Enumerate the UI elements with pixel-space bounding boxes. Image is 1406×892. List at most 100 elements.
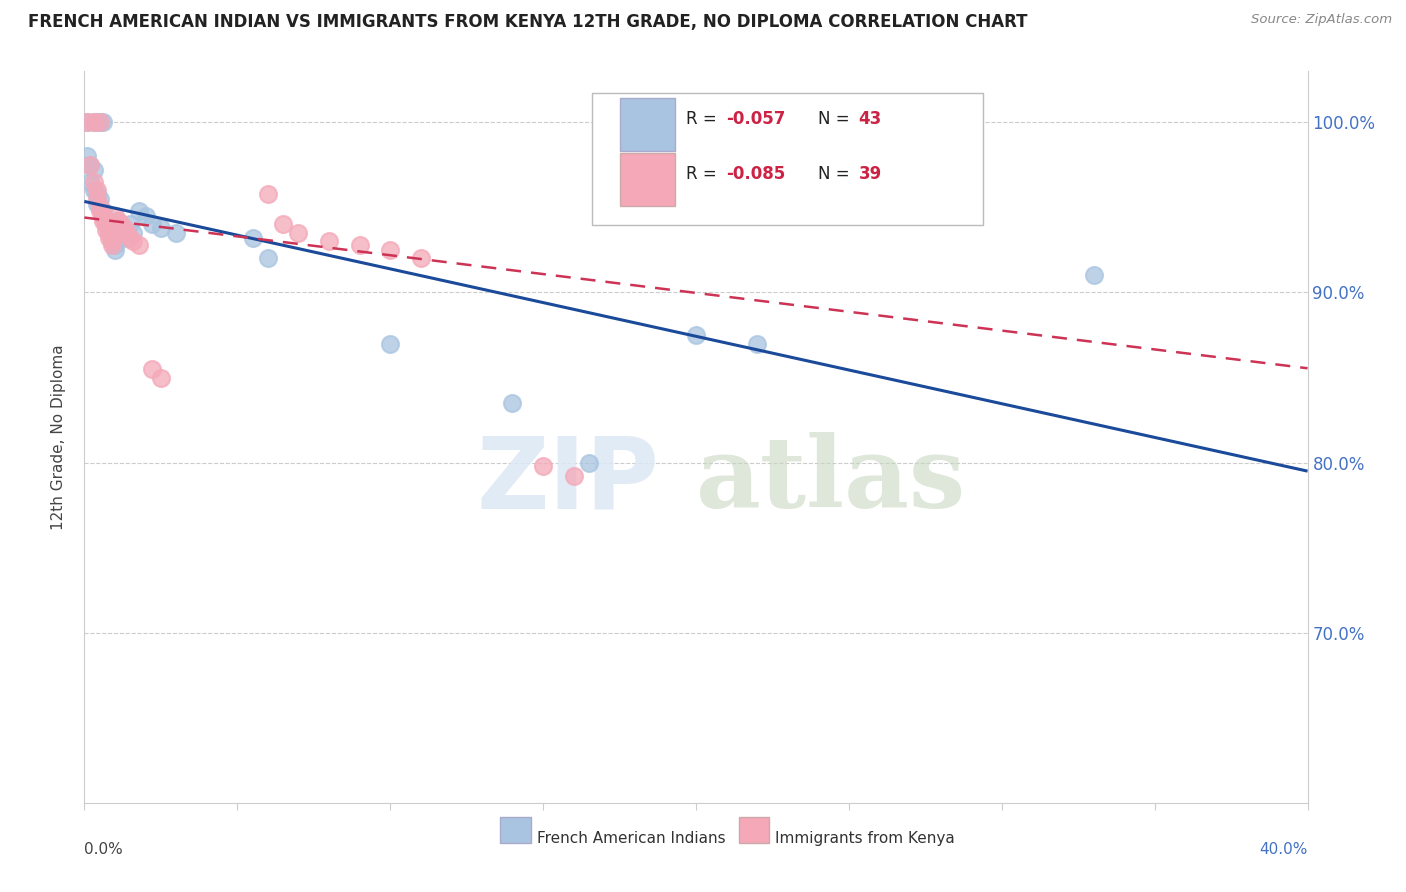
Point (115, 226, 138, 240)
Point (89, 201, 111, 215)
Point (141, 362, 163, 376)
Point (318, 235, 340, 249)
Text: -0.057: -0.057 (727, 110, 786, 128)
Point (79, 158, 101, 172)
Point (79, 175, 101, 189)
Point (578, 456, 600, 470)
Point (89, 203, 111, 218)
Point (94, 218, 117, 232)
Point (110, 220, 132, 235)
Text: FRENCH AMERICAN INDIAN VS IMMIGRANTS FROM KENYA 12TH GRADE, NO DIPLOMA CORRELATI: FRENCH AMERICAN INDIAN VS IMMIGRANTS FRO… (28, 13, 1028, 31)
Point (110, 218, 132, 232)
Point (149, 370, 172, 384)
Point (685, 328, 707, 343)
Point (747, 201, 769, 215)
Point (91, 115, 114, 129)
Point (79, 158, 101, 172)
Point (83, 175, 105, 189)
Point (89, 201, 111, 215)
Point (94, 222, 117, 236)
Y-axis label: 12th Grade, No Diploma: 12th Grade, No Diploma (51, 344, 66, 530)
Text: Immigrants from Kenya: Immigrants from Kenya (776, 830, 955, 846)
Point (107, 214, 129, 228)
Point (128, 203, 150, 218)
Text: R =: R = (686, 165, 723, 183)
Point (149, 220, 172, 235)
Bar (501, 817, 531, 843)
Point (135, 209, 157, 223)
Point (1083, 268, 1105, 283)
Point (104, 238, 127, 252)
Text: -0.085: -0.085 (727, 165, 786, 183)
Text: 0.0%: 0.0% (84, 842, 124, 856)
Point (101, 231, 124, 245)
Point (83, 115, 105, 129)
Point (76, 149, 98, 163)
Point (409, 252, 432, 266)
Point (89, 192, 111, 206)
Point (83, 163, 105, 178)
Point (257, 252, 280, 266)
Point (287, 226, 309, 240)
Point (86, 197, 108, 211)
Point (112, 220, 135, 235)
Text: French American Indians: French American Indians (537, 830, 725, 846)
Point (562, 469, 585, 483)
Point (107, 214, 129, 228)
Bar (620, 98, 675, 151)
Text: R =: R = (686, 110, 723, 128)
Point (89, 115, 111, 129)
Point (94, 218, 117, 232)
Point (502, 396, 524, 410)
Point (97, 220, 120, 235)
Point (76, 115, 98, 129)
Point (83, 115, 105, 129)
Point (97, 226, 120, 240)
Point (91, 203, 114, 218)
Point (86, 186, 108, 201)
Text: 43: 43 (859, 110, 882, 128)
Point (89, 115, 111, 129)
Point (141, 218, 163, 232)
Point (83, 183, 105, 197)
Bar (738, 817, 769, 843)
Point (685, 183, 707, 197)
Point (97, 231, 120, 245)
FancyBboxPatch shape (592, 94, 983, 225)
Point (104, 243, 127, 257)
Point (91, 214, 114, 228)
Point (101, 235, 124, 249)
Point (86, 115, 108, 129)
Point (115, 231, 138, 245)
Point (120, 231, 142, 245)
Point (380, 336, 402, 351)
Text: Source: ZipAtlas.com: Source: ZipAtlas.com (1251, 13, 1392, 27)
Text: 39: 39 (859, 165, 882, 183)
Point (91, 209, 114, 223)
Point (86, 183, 108, 197)
Point (165, 226, 187, 240)
Point (349, 238, 371, 252)
Bar (620, 153, 675, 206)
Point (716, 192, 738, 206)
Point (101, 238, 124, 252)
Text: N =: N = (818, 165, 855, 183)
Point (531, 458, 554, 473)
Point (747, 336, 769, 351)
Text: atlas: atlas (696, 433, 966, 530)
Point (128, 238, 150, 252)
Point (86, 192, 108, 206)
Point (122, 235, 145, 249)
Text: ZIP: ZIP (477, 433, 659, 530)
Point (94, 214, 117, 228)
Point (380, 243, 402, 257)
Point (112, 226, 135, 240)
Point (242, 231, 264, 245)
Text: N =: N = (818, 110, 855, 128)
Point (122, 226, 145, 240)
Text: 40.0%: 40.0% (1260, 842, 1308, 856)
Point (271, 218, 294, 232)
Point (120, 218, 142, 232)
Point (97, 226, 120, 240)
Point (101, 235, 124, 249)
